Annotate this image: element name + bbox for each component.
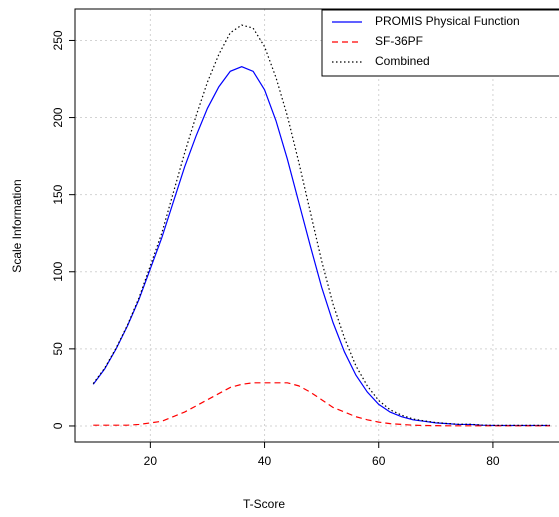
- y-tick-label: 0: [51, 422, 65, 429]
- x-tick-label: 20: [144, 454, 158, 468]
- y-tick-label: 100: [51, 261, 65, 281]
- series-line: [92, 24, 551, 426]
- legend-label: SF-36PF: [375, 34, 423, 48]
- y-tick-label: 50: [51, 342, 65, 356]
- legend-label: PROMIS Physical Function: [375, 14, 520, 28]
- x-tick-label: 60: [372, 454, 386, 468]
- series-line: [93, 382, 551, 427]
- x-axis-label: T-Score: [243, 497, 285, 511]
- y-tick-label: 250: [51, 30, 65, 50]
- x-tick-label: 80: [486, 454, 500, 468]
- plot-frame: [74, 8, 559, 443]
- legend-box: [321, 9, 559, 77]
- y-axis-label: Scale Information: [10, 179, 24, 272]
- x-tick-label: 40: [258, 454, 272, 468]
- legend: PROMIS Physical Function SF-36PF Combined: [321, 9, 559, 77]
- y-tick-label: 200: [51, 107, 65, 127]
- y-tick-label: 150: [51, 184, 65, 204]
- legend-label: Combined: [375, 54, 430, 68]
